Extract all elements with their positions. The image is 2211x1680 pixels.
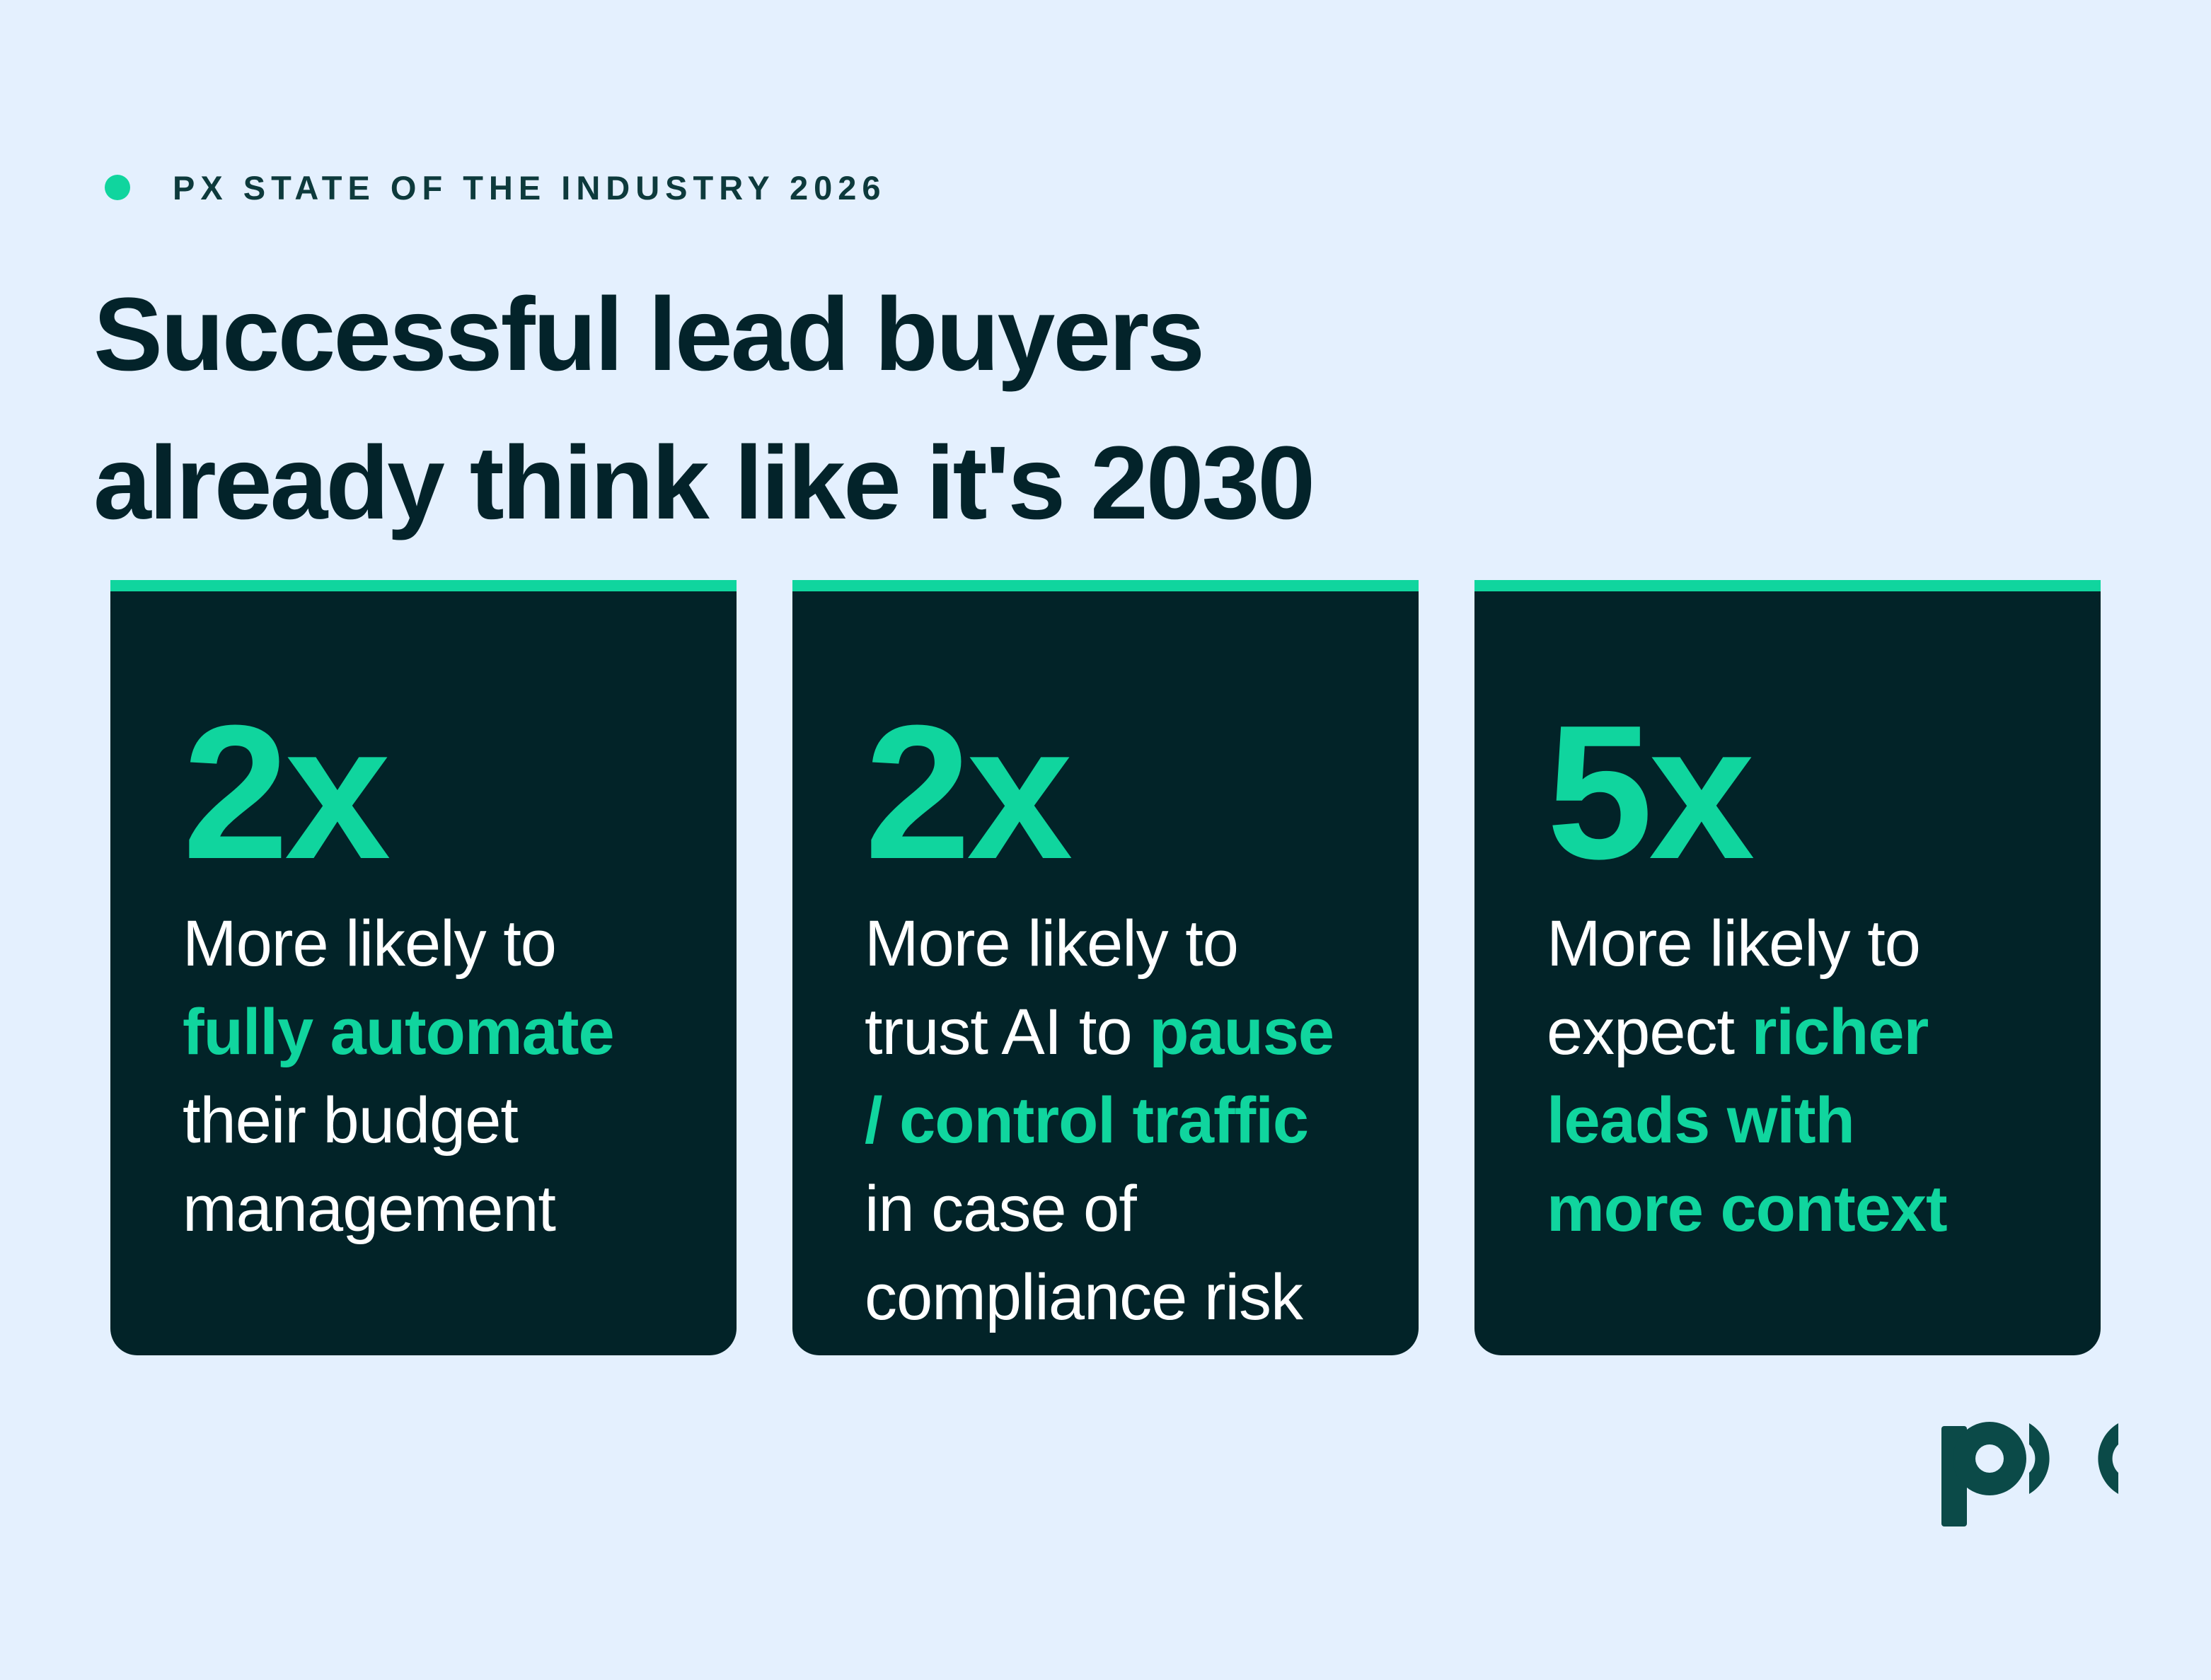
headline-line-1: Successful lead buyers [93, 277, 1205, 393]
stat-description: More likely to expect richer leads with … [1547, 900, 2084, 1253]
stat-card-1: 2x More likely to fully automate their b… [110, 580, 737, 1355]
eyebrow-text: PX STATE OF THE INDUSTRY 2026 [173, 168, 887, 207]
stat-description: More likely to fully automate their budg… [183, 900, 720, 1253]
description-highlight: / control traffic [865, 1084, 1309, 1157]
description-line: expect richer [1547, 988, 2084, 1077]
description-highlight: fully automate [183, 996, 615, 1068]
card-accent-bar [792, 580, 1419, 591]
description-highlight: leads with [1547, 1084, 1855, 1157]
px-logo-icon [1941, 1422, 2118, 1527]
logo-x-left-arc [2029, 1423, 2050, 1494]
description-text: in case of [865, 1173, 1137, 1245]
description-line: management [183, 1165, 720, 1253]
description-line: compliance risk [865, 1253, 1402, 1342]
description-text: More likely to [1547, 908, 1921, 980]
description-line: fully automate [183, 988, 720, 1077]
card-body: 2x More likely to fully automate their b… [110, 591, 737, 1355]
description-text: trust AI to [865, 996, 1150, 1068]
description-line: leads with [1547, 1077, 2084, 1165]
card-accent-bar [1474, 580, 2101, 591]
card-body: 5x More likely to expect richer leads wi… [1474, 591, 2101, 1355]
headline-line-2: already think like it's 2030 [93, 425, 1315, 541]
description-line: more context [1547, 1165, 2084, 1253]
description-text: More likely to [183, 908, 557, 980]
description-text: management [183, 1173, 556, 1245]
description-line: More likely to [183, 900, 720, 988]
logo-x-right-arc [2098, 1423, 2118, 1494]
description-text: expect [1547, 996, 1752, 1068]
description-text: their budget [183, 1084, 519, 1157]
description-highlight: pause [1149, 996, 1334, 1068]
stat-card-3: 5x More likely to expect richer leads wi… [1474, 580, 2101, 1355]
description-line: More likely to [1547, 900, 2084, 988]
description-highlight: richer [1751, 996, 1929, 1068]
headline: Successful lead buyers already think lik… [93, 260, 1721, 557]
stat-description: More likely to trust AI to pause / contr… [865, 900, 1402, 1342]
description-line: their budget [183, 1077, 720, 1165]
description-highlight: more context [1547, 1173, 1948, 1245]
description-line: More likely to [865, 900, 1402, 988]
card-body: 2x More likely to trust AI to pause / co… [792, 591, 1419, 1355]
logo-p-counter [1975, 1444, 2004, 1473]
stat-value: 2x [865, 686, 1073, 899]
stat-value: 2x [183, 686, 391, 899]
stat-value: 5x [1547, 686, 1755, 899]
description-line: in case of [865, 1165, 1402, 1253]
description-line: trust AI to pause [865, 988, 1402, 1077]
description-text: compliance risk [865, 1261, 1303, 1333]
description-text: More likely to [865, 908, 1239, 980]
description-line: / control traffic [865, 1077, 1402, 1165]
card-accent-bar [110, 580, 737, 591]
eyebrow-dot-icon [105, 175, 130, 200]
stat-card-2: 2x More likely to trust AI to pause / co… [792, 580, 1419, 1355]
eyebrow: PX STATE OF THE INDUSTRY 2026 [105, 163, 887, 212]
